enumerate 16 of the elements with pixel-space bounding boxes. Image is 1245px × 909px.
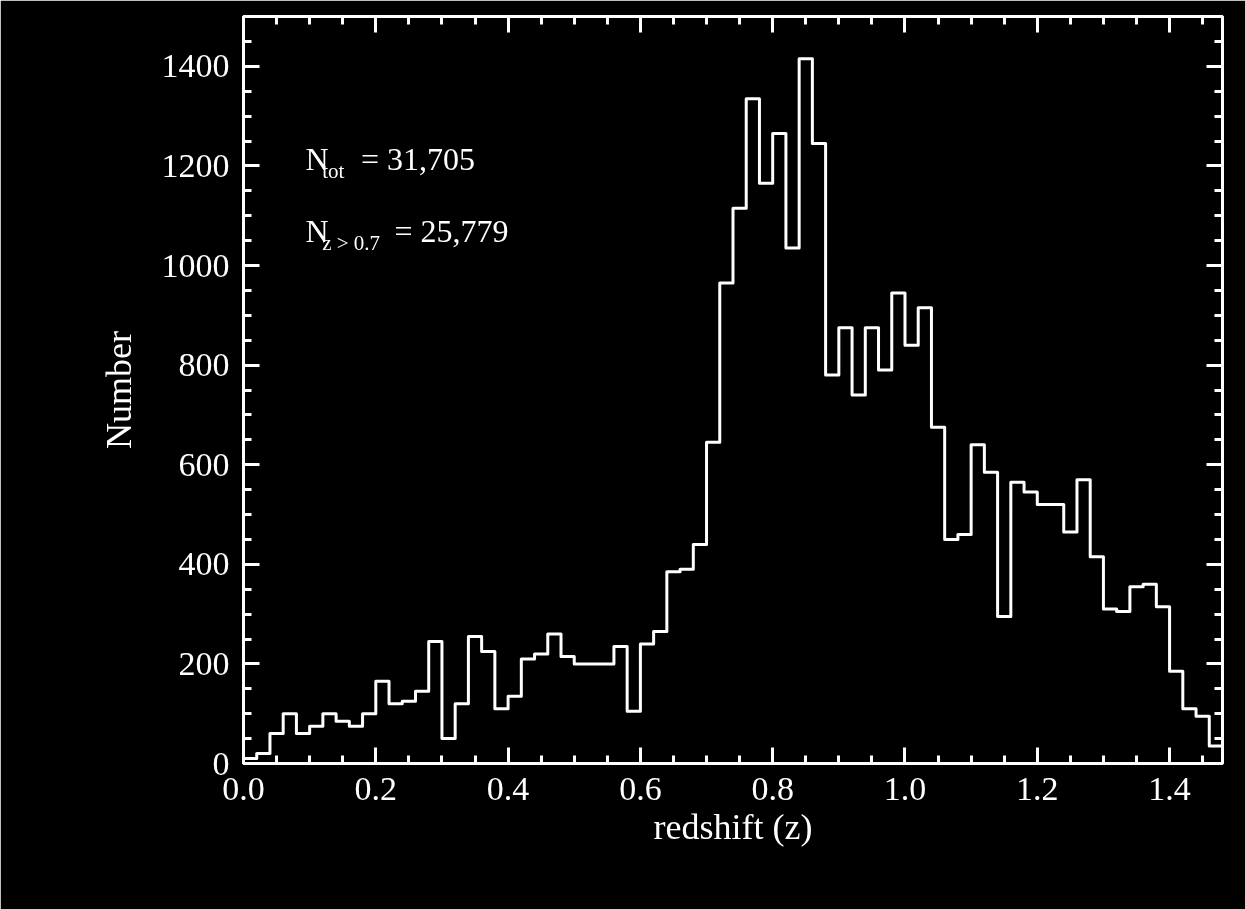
x-tick-label: 0.6: [619, 769, 662, 807]
x-tick-label: 1.0: [883, 769, 927, 807]
x-tick-label: 1.4: [1148, 769, 1191, 807]
y-tick-label: 800: [178, 346, 230, 384]
y-tick-label: 400: [178, 545, 230, 583]
y-tick-label: 200: [178, 644, 230, 682]
x-tick-label: 0.8: [751, 769, 794, 807]
x-axis-title: redshift (z): [653, 806, 813, 847]
y-tick-label: 600: [178, 445, 230, 483]
x-tick-label: 0.4: [486, 769, 530, 807]
y-tick-label: 1400: [161, 47, 230, 85]
x-tick-label: 0.2: [354, 769, 398, 807]
x-tick-label: 1.2: [1016, 769, 1059, 807]
y-axis-title: Number: [98, 331, 139, 449]
y-tick-label: 1000: [161, 246, 230, 284]
y-tick-label: 1200: [161, 146, 230, 184]
